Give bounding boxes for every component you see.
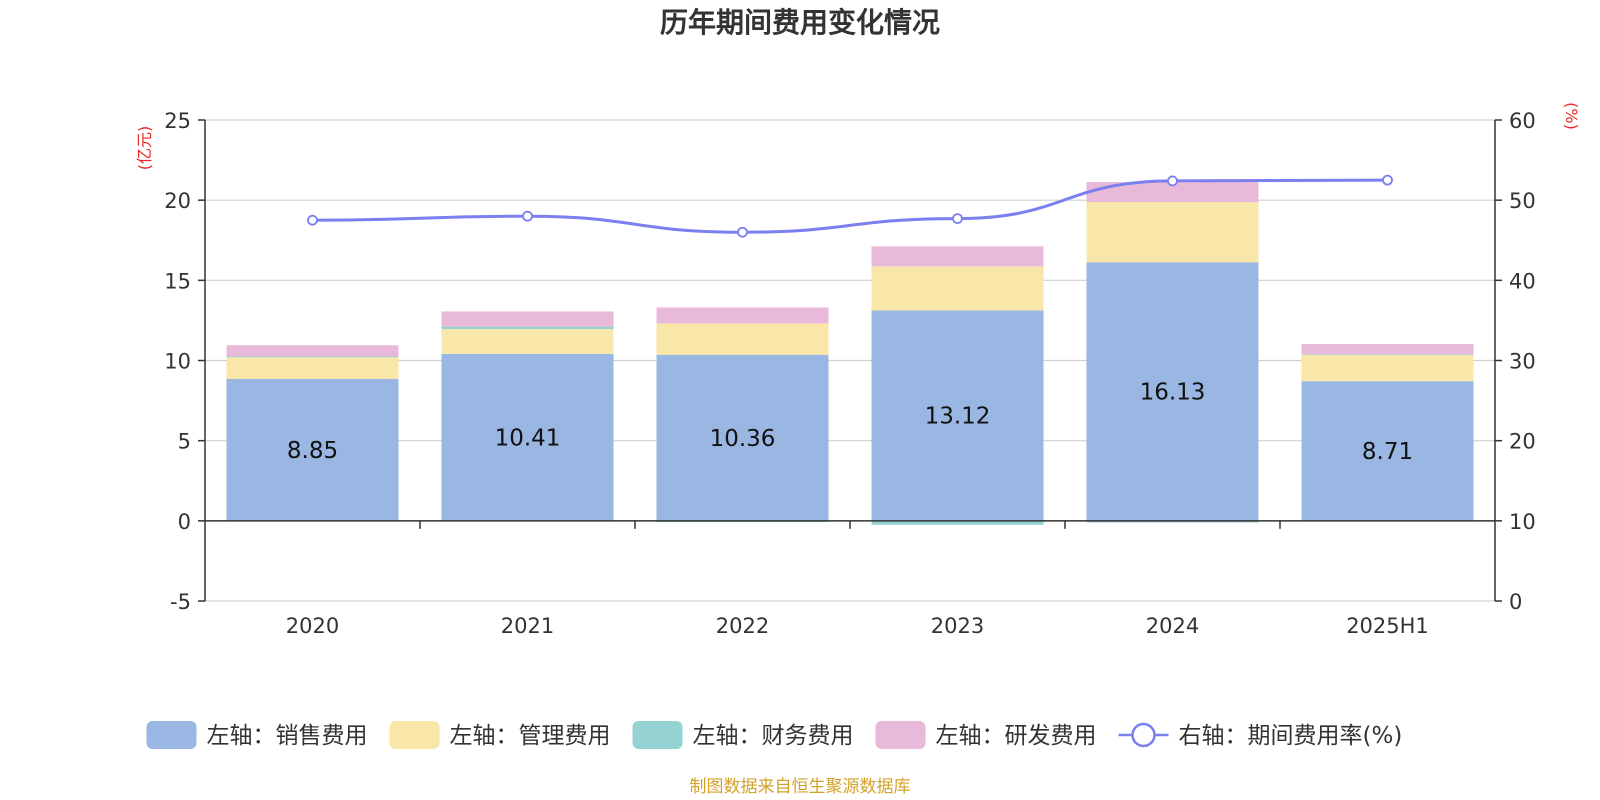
legend-label: 右轴：期间费用率(%) [1179,723,1403,749]
category-label: 2023 [931,614,984,638]
bar-segment [1301,343,1474,355]
bar-segment [441,329,614,354]
right-axis-unit: (%) [1562,102,1581,130]
legend: 左轴：销售费用 左轴：管理费用 左轴：财务费用 左轴：研发费用 右轴：期间费用率(%) [146,721,1403,749]
rate-point [522,210,533,222]
bar-segment [871,246,1044,267]
bar-segment [1086,262,1259,521]
bar-value-label: 10.41 [495,425,561,451]
left-tick-label: -5 [170,590,191,614]
bar-segment [1301,354,1474,382]
bar-segment [871,310,1044,521]
legend-marker [1131,722,1156,748]
bar-segment [656,354,829,521]
rate-point [737,226,748,238]
bar-segment [441,326,614,330]
bar-segment [1086,520,1259,523]
rate-line-path [312,178,1388,234]
left-axis-unit: (亿元) [135,126,154,171]
left-tick-label: 20 [164,189,191,213]
rate-line [307,174,1393,238]
category-label: 2021 [501,614,554,638]
rate-point [1382,174,1393,186]
category-label: 2025H1 [1346,614,1429,638]
left-tick-label: 15 [164,269,191,293]
right-tick-label: 20 [1509,430,1536,454]
right-tick-label: 40 [1509,269,1536,293]
bar-segment [656,323,829,355]
left-tick-label: 5 [178,430,191,454]
bar-segment [441,353,614,521]
source-note: 制图数据来自恒生聚源数据库 [690,777,911,797]
left-tick-label: 0 [178,510,191,534]
bar-labels: 8.85 10.41 10.36 13.12 16.13 8.71 [287,380,1413,465]
legend-label: 左轴：管理费用 [450,723,611,749]
bar-segment [871,266,1044,311]
legend-label: 左轴：研发费用 [936,723,1097,749]
left-tick-label: 25 [164,109,191,133]
legend-swatch [875,721,926,749]
bar-segment [226,345,399,357]
legend-label: 左轴：财务费用 [693,723,854,749]
bar-value-label: 8.85 [287,438,338,464]
bar-value-label: 8.71 [1362,439,1413,465]
right-tick-label: 0 [1509,590,1522,614]
bar-segment [1301,381,1474,521]
left-tick-label: 10 [164,350,191,374]
bar-segment [1086,202,1259,263]
right-tick-label: 50 [1509,189,1536,213]
bar-segment [1086,182,1259,203]
bar-value-label: 13.12 [925,404,991,430]
legend-swatch [146,721,197,749]
bar-segment [226,356,399,358]
right-tick-label: 10 [1509,510,1536,534]
bars [226,182,1474,525]
bar-value-label: 10.36 [710,426,776,452]
category-label: 2022 [716,614,769,638]
rate-point [952,213,963,225]
bar-segment [226,378,399,521]
right-tick-label: 30 [1509,350,1536,374]
category-label: 2024 [1146,614,1199,638]
bar-segment [441,311,614,327]
legend-swatch [389,721,440,749]
legend-swatch [632,721,683,749]
legend-label: 左轴：销售费用 [207,723,368,749]
rate-point [307,214,318,226]
bar-value-label: 16.13 [1140,380,1206,406]
chart-title: 历年期间费用变化情况 [660,6,940,39]
bar-segment [871,520,1044,525]
bar-segment [1301,354,1474,355]
category-label: 2020 [286,614,339,638]
bar-segment [226,357,399,379]
rate-point [1167,175,1178,187]
right-tick-label: 60 [1509,109,1536,133]
bar-segment [656,307,829,324]
